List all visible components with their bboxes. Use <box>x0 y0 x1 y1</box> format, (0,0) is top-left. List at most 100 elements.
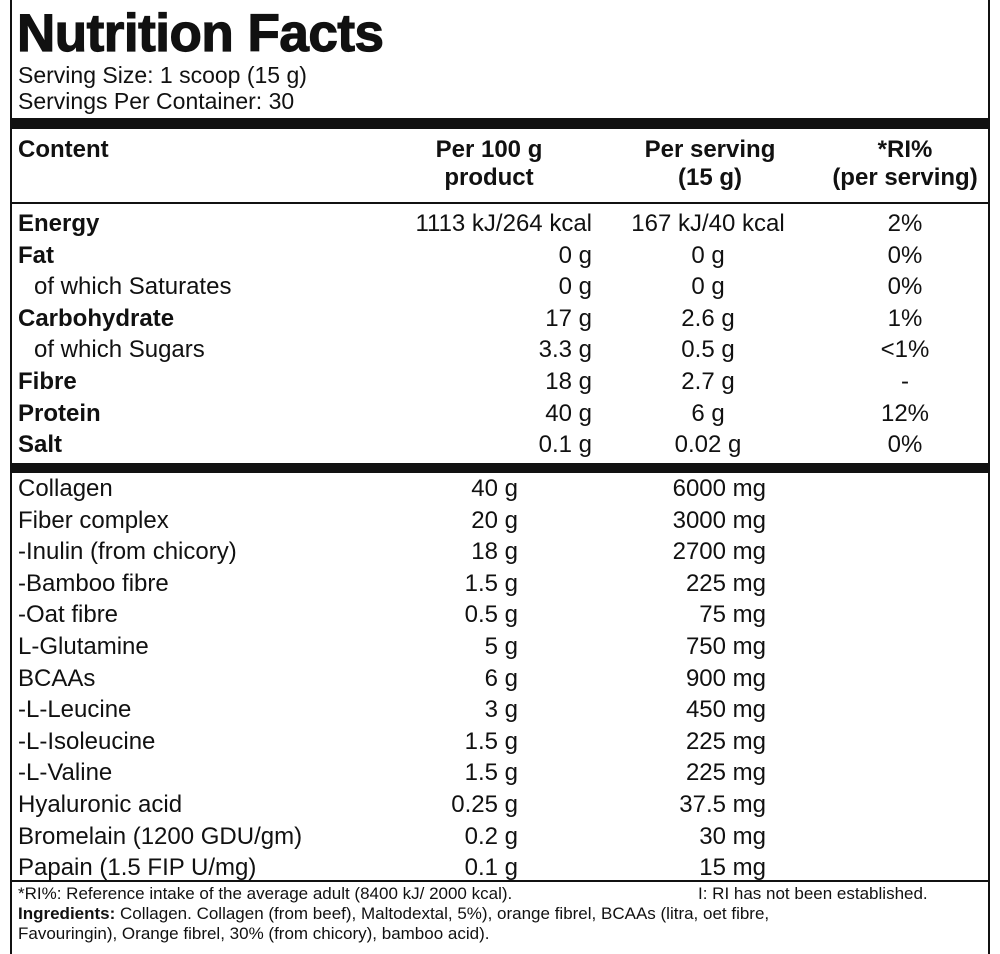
header-divider <box>10 202 990 204</box>
row-per100: 0 g <box>558 241 592 269</box>
row-name: Carbohydrate <box>18 304 175 332</box>
row-ri: 1% <box>887 304 923 332</box>
ingredient-table: Collagen 40 g 6000 mg Fiber complex 20 g… <box>10 472 990 883</box>
row-name: Protein <box>18 399 101 427</box>
row-name: Energy <box>18 210 100 237</box>
header-ri: *RI% (per serving) <box>820 136 990 192</box>
ri-footnote: *RI%: Reference intake of the average ad… <box>18 884 928 904</box>
row-per100: 0.1 g <box>464 854 518 882</box>
table-row: -L-Isoleucine 1.5 g 225 mg <box>10 725 990 757</box>
row-name: -L-Valine <box>18 759 113 787</box>
row-perserving: 0.02 g <box>674 431 742 459</box>
nutrient-table: Energy 1113 kJ/264 kcal 167 kJ/40 kcal 2… <box>10 208 990 461</box>
row-perserving: 0 g <box>691 273 725 301</box>
table-row: Fibre 18 g 2.7 g - <box>10 366 990 398</box>
table-row: Fiber complex 20 g 3000 mg <box>10 504 990 536</box>
table-row: Energy 1113 kJ/264 kcal 167 kJ/40 kcal 2… <box>10 208 990 240</box>
row-perserving: 3000 mg <box>672 506 766 534</box>
header-perserving-line2: (15 g) <box>677 164 742 191</box>
table-row: -Bamboo fibre 1.5 g 225 mg <box>10 567 990 599</box>
table-row: -L-Valine 1.5 g 225 mg <box>10 756 990 788</box>
table-row: of which Sugars 3.3 g 0.5 g <1% <box>10 334 990 366</box>
row-perserving: 0.5 g <box>681 336 735 364</box>
table-row: Fat 0 g 0 g 0% <box>10 240 990 272</box>
ingredients-line-2: Favouringin), Orange fibrel, 30% (from c… <box>18 924 489 944</box>
row-perserving: 6000 mg <box>672 475 766 502</box>
row-perserving: 900 mg <box>685 664 766 692</box>
label-title: Nutrition Facts <box>16 3 384 63</box>
row-per100: 3.3 g <box>538 336 592 364</box>
row-ri: 12% <box>880 399 930 427</box>
row-perserving: 6 g <box>691 399 725 427</box>
row-name: Fibre <box>18 367 77 395</box>
row-ri: - <box>901 367 909 395</box>
row-perserving: 167 kJ/40 kcal <box>631 210 785 237</box>
row-name: Papain (1.5 FIP U/mg) <box>18 854 257 882</box>
ingredients-text-2: Favouringin), Orange fibrel, 30% (from c… <box>18 924 490 943</box>
thick-divider-top <box>10 118 990 129</box>
table-row: Hyaluronic acid 0.25 g 37.5 mg <box>10 788 990 820</box>
row-per100: 1113 kJ/264 kcal <box>415 210 592 237</box>
right-border <box>988 0 990 954</box>
table-row: Carbohydrate 17 g 2.6 g 1% <box>10 303 990 335</box>
row-per100: 0.2 g <box>464 822 518 850</box>
row-per100: 0.1 g <box>538 431 592 459</box>
table-row: Collagen 40 g 6000 mg <box>10 472 990 504</box>
table-row: Protein 40 g 6 g 12% <box>10 398 990 430</box>
row-name: -Oat fibre <box>18 601 119 629</box>
ri-footnote-text: *RI%: Reference intake of the average ad… <box>18 884 513 903</box>
row-per100: 0.25 g <box>451 790 518 818</box>
row-per100: 1.5 g <box>464 727 518 755</box>
row-per100: 18 g <box>545 367 592 395</box>
row-name: Salt <box>18 431 63 459</box>
row-per100: 20 g <box>471 506 518 534</box>
header-per100-line2: product <box>444 164 534 191</box>
row-name: Bromelain (1200 GDU/gm) <box>18 822 303 850</box>
serving-size: Serving Size: 1 scoop (15 g) <box>18 62 307 88</box>
row-per100: 3 g <box>484 696 518 724</box>
row-per100: 1.5 g <box>464 759 518 787</box>
row-perserving: 75 mg <box>699 601 766 629</box>
row-perserving: 30 mg <box>699 822 766 850</box>
row-ri: 0% <box>887 273 923 301</box>
table-row: of which Saturates 0 g 0 g 0% <box>10 271 990 303</box>
row-name: BCAAs <box>18 664 96 692</box>
ri-not-established-note: I: RI has not been established. <box>698 884 928 903</box>
row-name: -L-Leucine <box>18 696 132 724</box>
row-per100: 6 g <box>484 664 518 692</box>
row-per100: 1.5 g <box>464 569 518 597</box>
row-perserving: 2700 mg <box>672 538 766 566</box>
row-per100: 18 g <box>471 538 518 566</box>
row-perserving: 2.7 g <box>681 367 735 395</box>
row-ri: 0% <box>887 241 923 269</box>
row-name: of which Sugars <box>34 336 205 364</box>
table-row: L-Glutamine 5 g 750 mg <box>10 630 990 662</box>
header-ri-line1: *RI% <box>877 136 933 163</box>
row-perserving: 225 mg <box>685 759 766 787</box>
row-name: Fat <box>18 241 54 269</box>
row-perserving: 750 mg <box>685 632 766 660</box>
row-perserving: 450 mg <box>685 696 766 724</box>
header-content: Content <box>18 136 109 163</box>
row-per100: 0 g <box>558 273 592 301</box>
row-name: -Inulin (from chicory) <box>18 538 237 566</box>
row-perserving: 225 mg <box>685 727 766 755</box>
row-ri: 2% <box>887 210 923 237</box>
table-row: Papain (1.5 FIP U/mg) 0.1 g 15 mg <box>10 851 990 883</box>
row-ri: <1% <box>880 336 930 364</box>
row-name: Fiber complex <box>18 506 169 534</box>
header-per100-line1: Per 100 g <box>435 136 543 163</box>
table-row: -Oat fibre 0.5 g 75 mg <box>10 598 990 630</box>
table-row: -Inulin (from chicory) 18 g 2700 mg <box>10 535 990 567</box>
header-per100: Per 100 g product <box>378 136 600 192</box>
ingredients-line-1: Ingredients: Collagen. Collagen (from be… <box>18 904 769 924</box>
nutrition-label: Nutrition Facts Serving Size: 1 scoop (1… <box>10 0 990 954</box>
row-perserving: 2.6 g <box>681 304 735 332</box>
table-row: -L-Leucine 3 g 450 mg <box>10 693 990 725</box>
row-perserving: 37.5 mg <box>679 790 766 818</box>
row-per100: 17 g <box>545 304 592 332</box>
row-per100: 5 g <box>484 632 518 660</box>
ingredients-label: Ingredients: <box>18 904 116 923</box>
row-name: -Bamboo fibre <box>18 569 169 597</box>
row-perserving: 15 mg <box>699 854 766 882</box>
